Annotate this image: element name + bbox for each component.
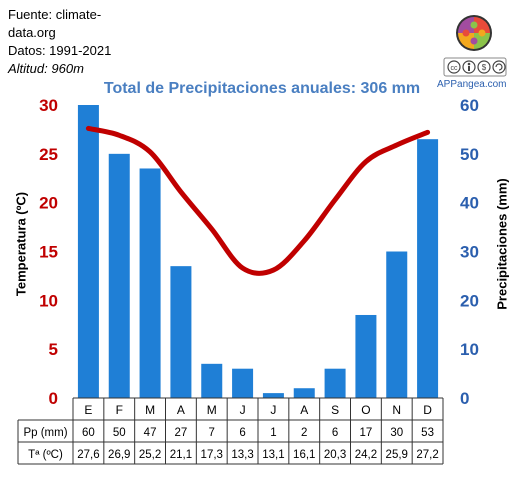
precip-bar-3 — [139, 168, 161, 398]
y-axis-left-ticks: 0 5 10 15 20 25 30 — [39, 96, 58, 408]
y-right-tick-label: 0 — [460, 389, 469, 408]
table-cell: 25,9 — [386, 449, 408, 461]
y-left-tick-label: 15 — [39, 243, 58, 262]
table-cell: 50 — [113, 427, 126, 439]
precip-bar-7 — [262, 393, 284, 398]
table-cell: 27,2 — [416, 449, 438, 461]
month-label: O — [361, 403, 370, 417]
table-cell: 24,2 — [355, 449, 377, 461]
y-right-tick-label: 30 — [460, 243, 479, 262]
brand-name: APPangea.com — [437, 79, 507, 90]
table-cell: 17 — [360, 427, 373, 439]
month-label: J — [270, 403, 276, 417]
precip-bar-2 — [108, 153, 130, 398]
month-label: A — [300, 403, 308, 417]
table-cell: 7 — [209, 427, 215, 439]
precip-bar-1 — [77, 105, 99, 398]
y-right-tick-label: 60 — [460, 96, 479, 115]
source-line-2: data.org — [8, 25, 56, 40]
data-table: E F M A M J J A S O N D Pp (mm) 60 50 47 27 7 6 1 2 6 17 30 53 Tª… — [17, 397, 444, 465]
source-line-1: Fuente: climate- — [8, 7, 102, 22]
y-left-tick-label: 30 — [39, 96, 58, 115]
month-label: F — [116, 403, 123, 417]
y-right-tick-label: 20 — [460, 291, 479, 310]
altitude-label: Altitud: — [8, 61, 48, 76]
table-cell: 13,3 — [231, 449, 253, 461]
data-period: Datos: 1991-2021 — [8, 43, 112, 58]
table-cell: 13,1 — [262, 449, 284, 461]
precipitation-bars — [77, 105, 439, 398]
y-left-tick-label: 5 — [49, 340, 58, 359]
month-label: A — [177, 403, 185, 417]
table-cell: 30 — [390, 427, 403, 439]
month-label: D — [423, 403, 432, 417]
y-left-tick-label: 20 — [39, 194, 58, 213]
table-cell: 47 — [144, 427, 157, 439]
table-cell: 60 — [82, 427, 95, 439]
precip-bar-11 — [386, 251, 408, 398]
month-label: E — [84, 403, 92, 417]
precip-bar-4 — [170, 266, 192, 398]
table-cell: 1 — [270, 427, 276, 439]
table-cell: 25,2 — [139, 449, 161, 461]
precip-bar-10 — [355, 314, 377, 398]
table-cell: 2 — [301, 427, 307, 439]
y-axis-right-ticks: 0 10 20 30 40 50 60 — [460, 96, 479, 408]
table-cell: 17,3 — [201, 449, 223, 461]
chart-title: Total de Precipitaciones anuales: 306 mm — [103, 80, 421, 97]
table-cell: 21,1 — [170, 449, 192, 461]
y-right-tick-label: 50 — [460, 145, 479, 164]
precip-bar-6 — [232, 368, 254, 398]
table-cell: 27,6 — [77, 449, 99, 461]
altitude: Altitud: 960m — [8, 60, 84, 78]
month-label: J — [240, 403, 246, 417]
altitude-value: 960m — [51, 61, 84, 76]
y-left-tick-label: 10 — [39, 291, 58, 310]
temperature-line — [85, 125, 431, 276]
table-row-label: Pp (mm) — [23, 427, 67, 439]
y-left-tick-label: 25 — [39, 145, 58, 164]
table-row-label: Tª (ºC) — [28, 449, 63, 461]
table-cell: 6 — [332, 427, 338, 439]
month-label: M — [145, 403, 155, 417]
precip-bar-12 — [417, 139, 439, 398]
table-cell: 16,1 — [293, 449, 315, 461]
table-cell: 26,9 — [108, 449, 130, 461]
precip-bar-8 — [293, 388, 315, 398]
precip-bar-9 — [324, 368, 346, 398]
precip-bar-5 — [201, 363, 223, 398]
table-cell: 20,3 — [324, 449, 346, 461]
month-label: N — [392, 403, 401, 417]
month-label: S — [331, 403, 339, 417]
table-cell: 53 — [421, 427, 434, 439]
table-cell: 6 — [239, 427, 245, 439]
table-cell: 27 — [175, 427, 188, 439]
y-right-tick-label: 10 — [460, 340, 479, 359]
y-left-tick-label: 0 — [49, 389, 58, 408]
y-right-tick-label: 40 — [460, 194, 479, 213]
month-label: M — [207, 403, 217, 417]
